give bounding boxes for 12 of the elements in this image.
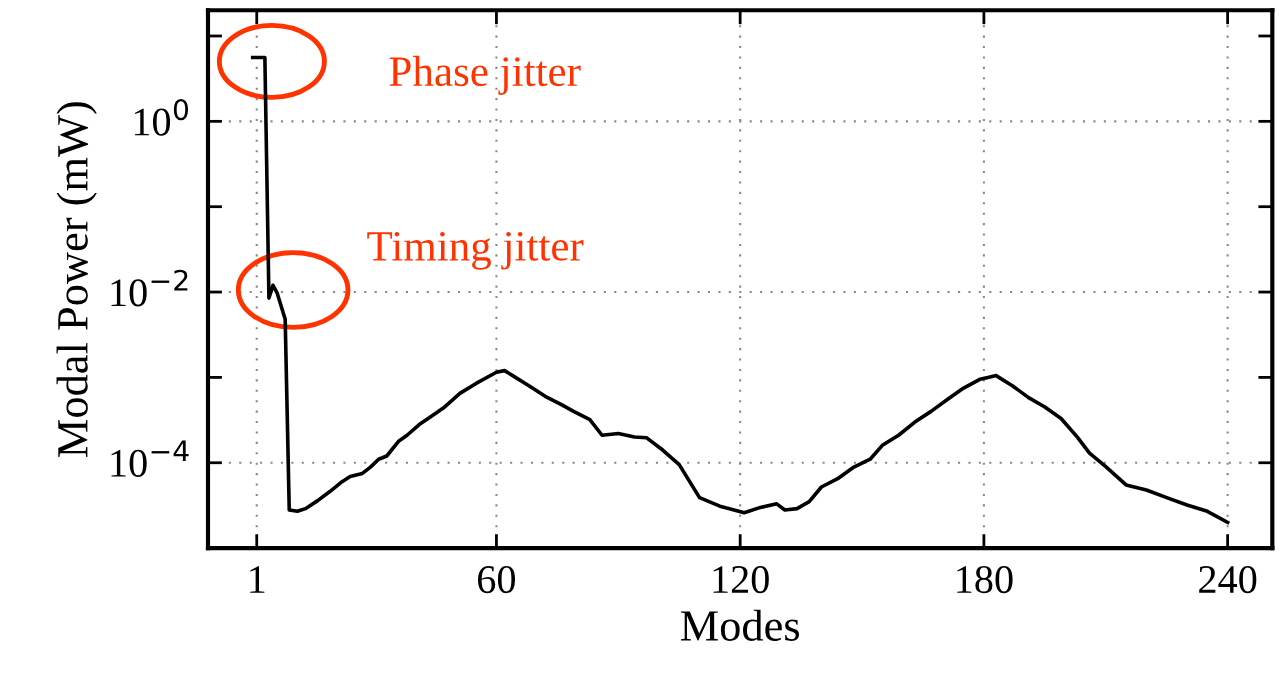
- y-axis-title: Modal Power (mW): [56, 102, 97, 457]
- x-tick-label: 1: [250, 566, 265, 593]
- x-axis-title: Modes: [680, 609, 800, 641]
- annotation: Phase jitter: [389, 55, 581, 95]
- y-tick-label: 10$^{−2}$: [111, 269, 188, 307]
- x-tick-label: 240: [1199, 565, 1257, 594]
- x-tick-label: 60: [478, 565, 516, 594]
- y-tick-label: 10$^{0}$: [134, 98, 189, 136]
- x-tick-label: 180: [957, 565, 1013, 594]
- x-tick-label: 120: [713, 565, 769, 594]
- annotation: Timing jitter: [367, 231, 584, 270]
- y-tick-label: 10$^{−4}$: [111, 440, 189, 477]
